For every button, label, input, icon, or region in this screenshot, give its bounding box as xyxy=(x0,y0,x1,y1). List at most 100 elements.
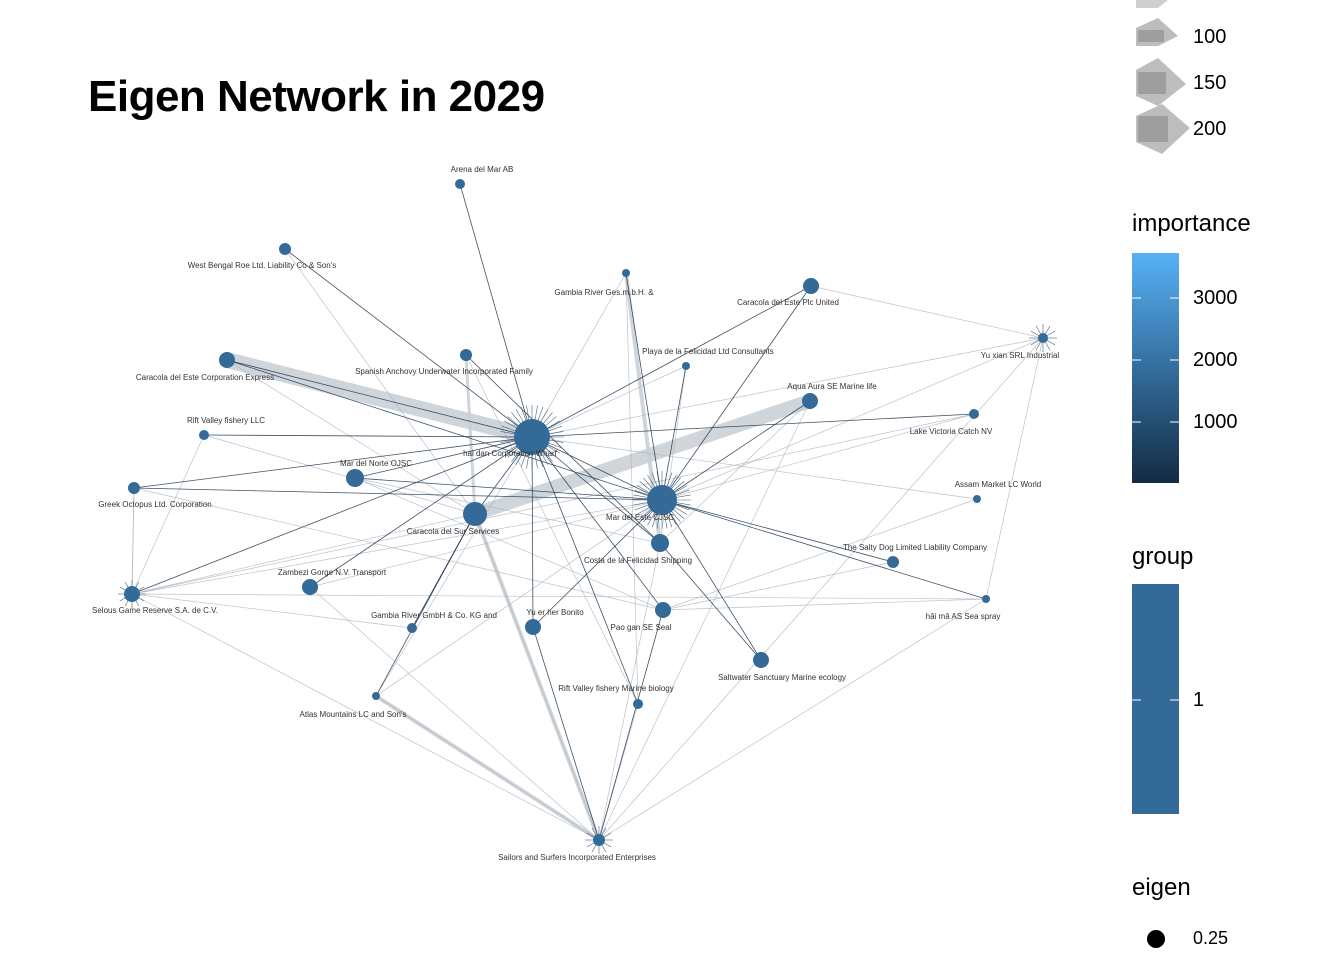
node-riftvalley_llc xyxy=(199,430,209,440)
edge-dark xyxy=(354,477,663,501)
edge-light xyxy=(131,593,413,629)
node-caracola_corp xyxy=(219,352,235,368)
edge-light xyxy=(354,477,664,611)
width-legend-label-150: 150 xyxy=(1193,72,1227,94)
edge-light xyxy=(131,487,135,595)
edge-light xyxy=(131,499,663,595)
chart-title: Eigen Network in 2029 xyxy=(88,72,545,121)
group-tick-1: 1 xyxy=(1193,689,1205,711)
importance-tick-1000: 1000 xyxy=(1193,411,1238,433)
edge-dark xyxy=(661,400,811,501)
edge-light xyxy=(531,337,1044,438)
node-marestecjsc xyxy=(647,485,677,515)
edge-dark xyxy=(661,285,812,501)
node-saltwater xyxy=(753,652,769,668)
group-colorbar xyxy=(1132,584,1179,814)
node-label: Gambia River Ges.m.b.H. & xyxy=(554,288,654,297)
edge-light xyxy=(375,436,533,697)
edge-light xyxy=(662,498,978,611)
node-caracola_sur xyxy=(463,502,487,526)
node-label: Pao gan SE Seal xyxy=(611,623,672,632)
edge-light xyxy=(598,337,1044,841)
width-legend-bar-150 xyxy=(1138,72,1166,94)
edge-dark xyxy=(661,499,987,600)
edge-dark xyxy=(531,436,663,501)
node-label: Zambezi Gorge N.V. Transport xyxy=(278,568,387,577)
node-label: Greek Octopus Ltd. Corporation xyxy=(98,500,211,509)
edge-light xyxy=(309,499,663,588)
edge-light xyxy=(131,413,975,595)
node-label: Selous Game Reserve S.A. de C.V. xyxy=(92,606,218,615)
node-spanish xyxy=(460,349,472,361)
node-marnorte xyxy=(346,469,364,487)
node-label: Atlas Mountains LC and Son's xyxy=(300,710,407,719)
edge-light xyxy=(375,499,663,697)
edge-dark xyxy=(465,354,661,544)
edge-dark xyxy=(661,499,762,661)
edge-light xyxy=(531,365,687,438)
edge-light xyxy=(810,285,1044,339)
edge-dark xyxy=(226,359,533,438)
edge-dark xyxy=(354,436,533,479)
node-label: Rift Valley fishery LLC xyxy=(187,416,265,425)
node-label: Gambia River GmbH & Co. KG and xyxy=(371,611,497,620)
node-label: Costa de la Felicidad Shipping xyxy=(584,556,692,565)
eigen-tick-025: 0.25 xyxy=(1193,928,1229,948)
edge-dark xyxy=(532,499,663,628)
edge-light xyxy=(203,434,476,515)
node-label-layer: Arena del Mar AB West Bengal Roe Ltd. Lia… xyxy=(92,165,1059,862)
node-caracola_plc xyxy=(803,278,819,294)
edge-dark xyxy=(532,626,600,841)
node-westbengal xyxy=(279,243,291,255)
edge-light xyxy=(309,586,600,841)
node-label: Yu xian SRL Industrial xyxy=(981,351,1060,360)
edge-light xyxy=(354,477,661,544)
edge-light xyxy=(226,359,476,515)
edge-light xyxy=(133,487,664,611)
group-legend-title: group xyxy=(1132,543,1194,570)
importance-tick-2000: 2000 xyxy=(1193,349,1238,371)
edge-dark xyxy=(309,436,533,588)
node-zambezi xyxy=(302,579,318,595)
node-label: Sailors and Surfers Incorporated Enterpr… xyxy=(498,853,656,862)
node-atlas xyxy=(372,692,380,700)
node-playa xyxy=(682,362,690,370)
node-label: Lake Victoria Catch NV xyxy=(910,427,993,436)
edge-light xyxy=(465,354,639,705)
importance-colorbar xyxy=(1132,253,1179,483)
width-legend-arrow-partial xyxy=(1136,0,1168,8)
width-legend-label-200: 200 xyxy=(1193,118,1227,140)
node-label: Yu er her Bonito xyxy=(526,608,584,617)
edge-light xyxy=(474,513,600,841)
edge-thick xyxy=(464,354,477,515)
node-yuxian xyxy=(1038,333,1048,343)
node-rift_bio xyxy=(633,699,643,709)
edge-light xyxy=(131,593,600,841)
node-label: Mar del Norte OJSC xyxy=(340,459,412,468)
edge-light xyxy=(131,593,987,600)
edge-light xyxy=(985,337,1044,600)
edge-layer-thick xyxy=(225,272,813,842)
edge-light xyxy=(661,337,1044,501)
edge-light xyxy=(661,413,975,501)
node-sailors xyxy=(593,834,605,846)
node-layer xyxy=(124,179,1048,846)
edge-dark xyxy=(133,487,663,501)
node-label: Caracola del Este Plc United xyxy=(737,298,839,307)
node-label: Saltwater Sanctuary Marine ecology xyxy=(718,673,846,682)
node-label: hai dan Corporation Wharf xyxy=(463,449,558,458)
node-paogan xyxy=(655,602,671,618)
edge-dark xyxy=(531,285,812,438)
edge-dark xyxy=(661,499,894,563)
edge-light xyxy=(662,598,987,611)
importance-legend-title: importance xyxy=(1132,210,1251,237)
node-saltydog xyxy=(887,556,899,568)
node-label: Caracola del Sur Services xyxy=(407,527,499,536)
edge-layer xyxy=(118,183,1057,854)
edge-light xyxy=(131,513,476,595)
eigen-legend-dot xyxy=(1147,930,1165,948)
edge-dark xyxy=(598,609,664,841)
node-label: Assam Market LC World xyxy=(955,480,1042,489)
node-label: Spanish Anchovy Underwater Incorporated … xyxy=(355,367,533,376)
edge-dark xyxy=(531,413,975,438)
